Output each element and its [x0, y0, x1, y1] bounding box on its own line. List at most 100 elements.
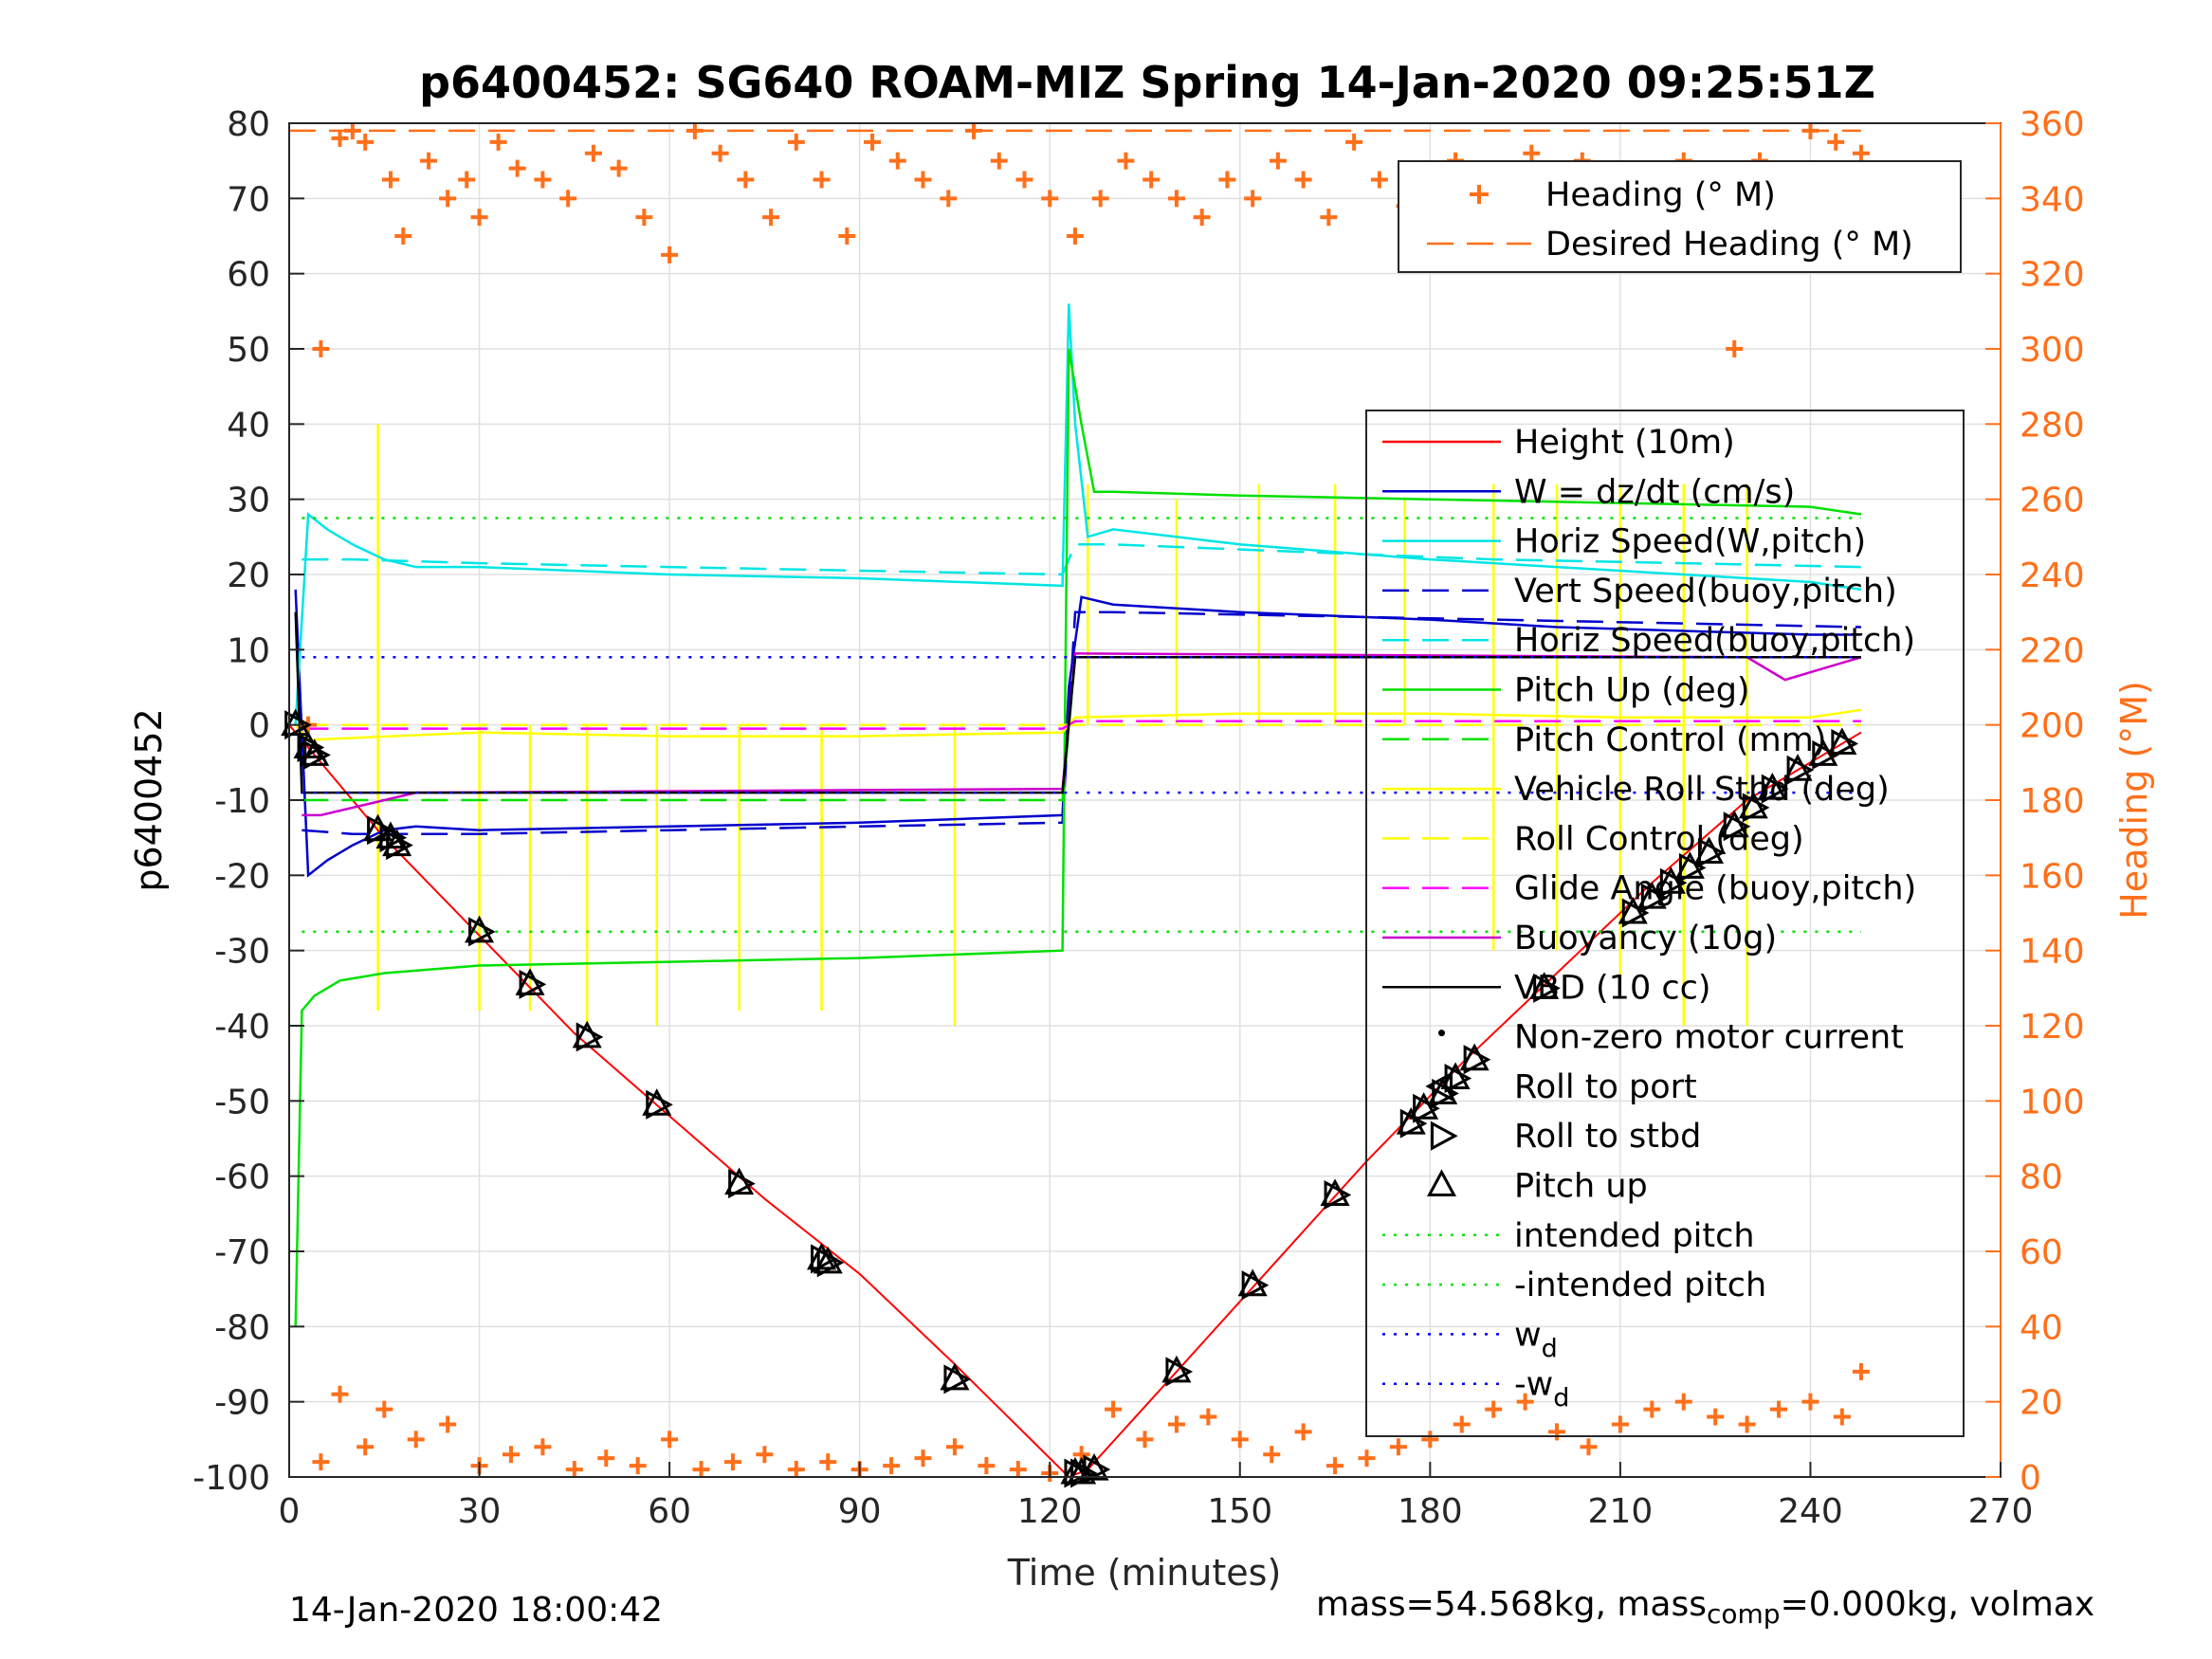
pitch-up-marker-5-right	[386, 830, 413, 861]
legend-main-label-3: Vert Speed(buoy,pitch)	[1514, 573, 1897, 611]
heading-point-lower-45	[1707, 1408, 1725, 1426]
heading-point-lower-47	[1770, 1400, 1788, 1418]
pitch-up-marker-34	[1782, 754, 1815, 785]
heading-point-lower-12	[661, 1431, 679, 1449]
pitch-up-marker-29-up	[1674, 851, 1705, 879]
pitch-up-marker-1-right	[297, 732, 325, 762]
heading-point-lower-48	[1801, 1393, 1819, 1411]
heading-point-lower-27	[1136, 1431, 1154, 1449]
heading-point-lower-13	[692, 1461, 710, 1479]
legend-heading: Heading (° M) Desired Heading (° M)	[1398, 160, 1962, 273]
x-axis-label: Time (minutes)	[1007, 1552, 1282, 1594]
legend-main-label-11: VBD (10 cc)	[1514, 969, 1711, 1007]
pitch-up-marker-18-up	[1237, 1268, 1268, 1297]
left-tick-label-60: 60	[227, 256, 270, 295]
x-tick-label-270: 270	[1968, 1492, 2034, 1531]
pitch-up-marker-8-right	[576, 1022, 604, 1052]
heading-point-lower-15	[756, 1446, 774, 1464]
footer-timestamp: 14-Jan-2020 18:00:42	[289, 1591, 664, 1630]
heading-point-upper-5	[381, 171, 399, 189]
heading-point-upper-3	[343, 121, 361, 139]
heading-point-lower-40	[1548, 1423, 1566, 1441]
series-layer	[288, 129, 1862, 1479]
right-y-axis-label: Heading (°M)	[2113, 681, 2155, 920]
heading-point-lower-16	[787, 1461, 805, 1479]
left-tick-label--70: -70	[214, 1233, 270, 1272]
legend-main-label-4: Horiz Speed(buoy,pitch)	[1514, 622, 1915, 660]
heading-point-lower-1	[331, 1385, 349, 1403]
heading-point-upper-10	[470, 209, 488, 227]
heading-point-lower-34	[1358, 1449, 1376, 1468]
heading-point-lower-28	[1167, 1415, 1185, 1433]
pitch-up-marker-10-up	[724, 1167, 755, 1195]
pitch-up-marker-9	[642, 1088, 673, 1120]
legend-main-label-15: Pitch up	[1514, 1168, 1648, 1206]
heading-point-upper-9	[458, 171, 476, 189]
left-tick-label--60: -60	[214, 1158, 270, 1197]
pitch-up-marker-31-up	[1719, 810, 1749, 838]
legend-main-label-sub-18: d	[1542, 1334, 1558, 1363]
pitch-up-marker-27	[1636, 881, 1669, 913]
footer-mass-sub: comp	[1707, 1598, 1781, 1631]
pitch-up-marker-27-right	[1640, 883, 1669, 913]
legend-main-swatch-13	[1425, 1071, 1453, 1102]
right-tick-label-320: 320	[2020, 256, 2085, 295]
pitch-up-marker-17-right	[1165, 1357, 1194, 1387]
heading-point-lower-10	[597, 1449, 615, 1468]
pitch-up-marker-25-up	[1529, 972, 1560, 999]
pitch-up-marker-13-up	[940, 1362, 970, 1391]
footer-mass-suffix: =0.000kg, volmax	[1780, 1585, 2095, 1624]
heading-point-upper-31	[990, 152, 1008, 170]
pitch-up-marker-6	[465, 915, 496, 947]
x-tick-label-120: 120	[1017, 1492, 1083, 1531]
pitch-up-marker-5	[382, 829, 413, 861]
heading-point-upper-6	[394, 228, 412, 245]
heading-point-upper-28	[914, 171, 932, 189]
right-tick-label-120: 120	[2020, 1008, 2085, 1047]
heading-point-lower-50	[1852, 1362, 1870, 1380]
pitch-up-marker-9-up	[642, 1088, 672, 1116]
legend-main-label-12: Non-zero motor current	[1514, 1019, 1904, 1057]
pitch-up-marker-16-up	[1079, 1452, 1109, 1481]
heading-point-upper-42	[1269, 152, 1287, 170]
right-tick-label-40: 40	[2020, 1308, 2063, 1347]
pitch-up-marker-32-right	[1742, 793, 1770, 823]
legend-main-swatch-12	[1438, 1030, 1445, 1037]
pitch-up-marker-26-up	[1618, 896, 1648, 924]
pitch-up-marker-30-right	[1697, 838, 1726, 868]
pitch-up-marker-34-right	[1786, 755, 1815, 785]
heading-point-upper-26	[864, 133, 882, 151]
heading-point-lower-2	[356, 1438, 375, 1456]
pitch-up-marker-12-right	[816, 1248, 845, 1278]
heading-point-lower-3	[375, 1400, 393, 1418]
pitch-up-marker-31-right	[1723, 811, 1751, 842]
pitch-up-marker-17-up	[1161, 1355, 1192, 1383]
heading-point-lower-29	[1199, 1408, 1217, 1426]
legend-main-label-13: Roll to port	[1514, 1068, 1697, 1106]
heading-point-lower-32	[1294, 1423, 1312, 1441]
heading-point-lower-14	[723, 1453, 741, 1471]
chart-title: p6400452: SG640 ROAM-MIZ Spring 14-Jan-2…	[419, 57, 1875, 108]
pitch-up-marker-34-up	[1782, 754, 1813, 781]
pitch-up-marker-2-up	[300, 738, 330, 766]
heading-point-upper-7	[420, 152, 438, 170]
legend-main-label-6: Pitch Control (mm)	[1514, 721, 1826, 759]
pitch-up-marker-11-up	[807, 1242, 837, 1270]
legend-heading-label-0: Heading (° M)	[1545, 176, 1776, 214]
heading-point-lower-33	[1326, 1457, 1344, 1475]
legend-main-label-17: -intended pitch	[1514, 1267, 1766, 1304]
heading-point-lower-35	[1389, 1438, 1407, 1456]
heading-point-upper-60	[1726, 340, 1744, 357]
heading-point-upper-20	[711, 144, 729, 162]
heading-point-upper-39	[1193, 209, 1211, 227]
pitch-up-marker-7	[515, 968, 547, 999]
pitch-up-marker-7-right	[519, 969, 547, 999]
pitch-up-marker-25-right	[1533, 973, 1561, 1003]
right-tick-label-260: 260	[2020, 482, 2085, 520]
heading-point-upper-38	[1167, 190, 1185, 208]
pitch-up-marker-19-right	[1324, 1179, 1352, 1211]
x-tick-label-180: 180	[1398, 1492, 1463, 1531]
legend-main-label-14: Roll to stbd	[1514, 1118, 1701, 1156]
legend-heading-label-1: Desired Heading (° M)	[1545, 226, 1913, 264]
heading-point-lower-4	[407, 1431, 425, 1449]
